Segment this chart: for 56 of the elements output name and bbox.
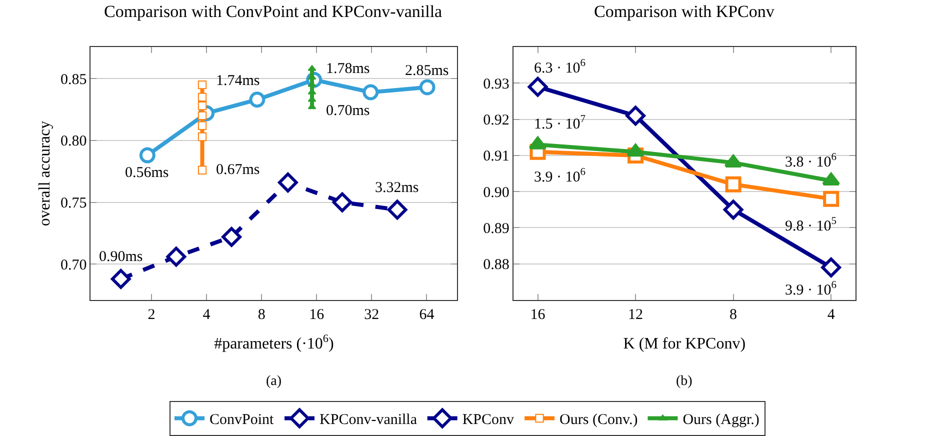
y-tick-label: 0.85 [60,72,87,88]
x-tick-label: 32 [364,306,380,323]
annotation: 1.78ms [326,61,370,77]
x-tick-label: 16 [309,306,325,323]
annotation: 1.5 · 10$^{7}$ [534,114,586,132]
x-tick-label: 4 [827,306,836,323]
annotation: 3.9 · 10$^{6}$ [534,167,586,186]
x-tick-label: 12 [628,306,644,323]
annotation: 3.8 · 10$^{6}$ [785,152,836,170]
annotation: 3.9 · 10$^{6}$ [785,280,836,298]
y-tick-label: 0.89 [483,220,510,237]
text: (b) [676,374,693,389]
y-tick-label: 0.75 [60,196,87,212]
point [626,144,645,157]
annotation: 9.8 · 10$^{5}$ [785,216,836,234]
y-tick-label: 0.92 [483,112,510,129]
legend-label: KPConv-vanilla [320,412,418,428]
point [823,190,840,207]
x-axis-title: #parameters (·10$^{6}$) [214,332,334,353]
point [725,176,742,192]
point [723,200,744,220]
x-tick-label: 4 [202,306,211,323]
annotation: 0.70ms [326,103,370,119]
legend-label: ConvPoint [210,412,275,428]
x-tick-label: 2 [148,306,156,323]
legend-label: Ours (Conv.) [560,412,638,428]
chart-title: Comparison with ConvPoint and KPConv-vanilla [104,2,443,21]
point [626,106,646,126]
point [822,172,840,186]
annotation: 0.56ms [125,165,169,181]
annotation: 2.85ms [405,63,449,79]
x-tick-label: 64 [419,306,435,323]
chart-title: Comparison with KPConv [594,2,775,21]
y-tick-label: 0.90 [483,184,510,201]
y-tick-label: 0.88 [483,257,510,274]
annotation: 0.67ms [216,162,260,178]
legend-label: KPConv [462,412,515,428]
annotation: 6.3 · 10$^{6}$ [534,58,586,76]
y-tick-label: 0.91 [483,148,510,165]
y-tick-label: 0.80 [60,134,87,150]
x-tick-label: 16 [530,306,546,323]
annotation: 3.32ms [375,180,419,196]
x-tick-label: 8 [730,306,738,323]
x-axis-title: K (M for KPConv) [623,336,746,353]
point [724,154,742,168]
y-axis-title: overall accuracy [36,120,54,226]
y-tick-label: 0.93 [483,76,510,92]
point [528,136,547,150]
annotation: 1.74ms [216,73,260,89]
point [528,76,548,97]
text: (a) [266,374,282,389]
y-tick-label: 0.70 [60,257,87,274]
legend-label: Ours (Aggr.) [682,412,760,428]
point [821,258,842,278]
annotation: 0.90ms [99,249,143,265]
x-tick-label: 8 [258,306,266,323]
